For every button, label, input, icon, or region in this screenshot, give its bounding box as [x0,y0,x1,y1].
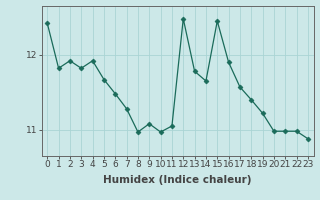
X-axis label: Humidex (Indice chaleur): Humidex (Indice chaleur) [103,175,252,185]
